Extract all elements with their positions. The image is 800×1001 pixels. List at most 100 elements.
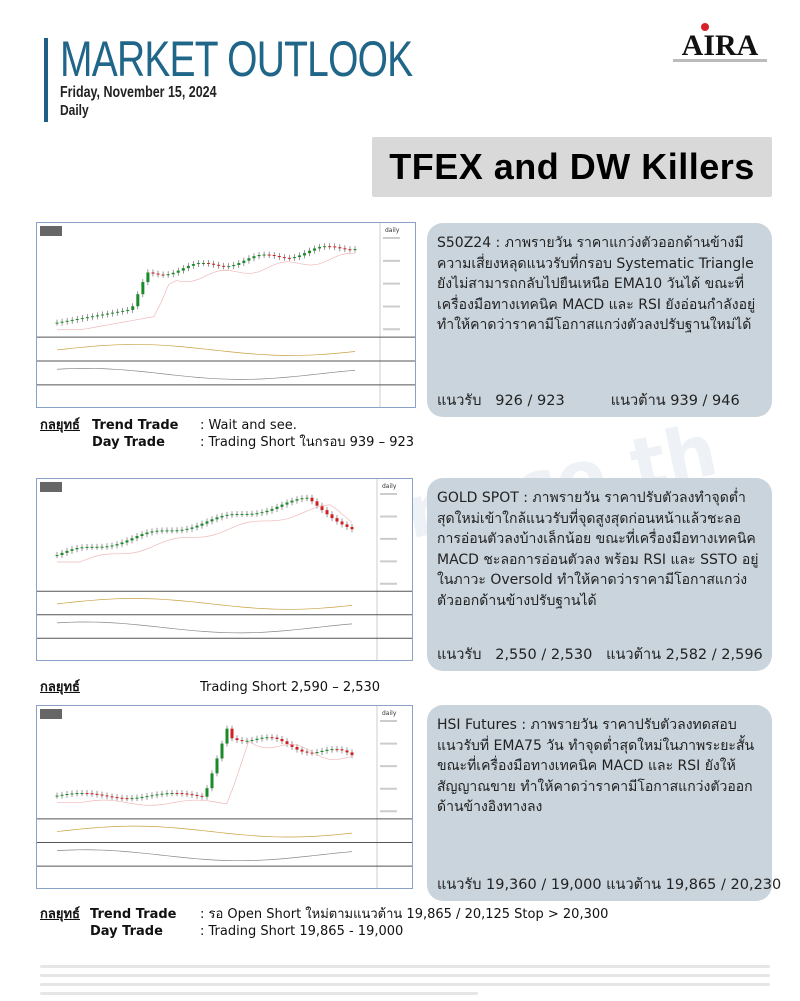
candle [170, 530, 174, 532]
candle [225, 728, 229, 744]
candle [200, 795, 204, 797]
candle [150, 795, 154, 797]
strategy-label: กลยุทธ์ [40, 418, 80, 433]
candle [235, 513, 239, 515]
candle [115, 544, 119, 546]
support-resistance: แนวรับ 19,360 / 19,000 แนวต้าน 19,865 / … [437, 876, 782, 893]
candle [235, 738, 239, 741]
candle [300, 498, 304, 500]
candle [210, 773, 214, 789]
candle [190, 527, 194, 529]
candle [126, 309, 130, 311]
candle [217, 264, 221, 266]
candle [106, 313, 110, 315]
candle [70, 319, 74, 321]
candle [305, 497, 309, 499]
macd-line [56, 344, 356, 356]
candle [333, 246, 337, 248]
candle [60, 794, 64, 796]
trend-trade-value: : Wait and see. [200, 418, 297, 433]
candle [100, 546, 104, 548]
candle [100, 314, 104, 316]
candle [185, 793, 189, 795]
candle [165, 530, 169, 532]
section-banner: TFEX and DW Killers [372, 137, 772, 197]
candle [205, 521, 209, 524]
analysis-text: GOLD SPOT : ภาพรายวัน ราคาปรับตัวลงทำจุด… [437, 490, 759, 609]
candle [242, 260, 246, 264]
candle [275, 737, 279, 739]
ema-line [57, 740, 353, 806]
chart-source-badge [40, 482, 62, 492]
candle [320, 505, 324, 511]
candle [55, 795, 59, 797]
macd-line [56, 598, 353, 610]
candle [75, 319, 79, 321]
candle [70, 549, 74, 551]
candle [330, 749, 334, 751]
candle [215, 758, 219, 774]
candle [305, 751, 309, 753]
trend-trade-value: : รอ Open Short ใหม่ตามแนวต้าน 19,865 / … [200, 907, 609, 922]
candle [195, 794, 199, 796]
strategy-s50: กลยุทธ์ Trend Trade : Wait and see. Day … [40, 417, 440, 451]
candle [310, 497, 314, 502]
candle [285, 741, 289, 744]
candle [290, 743, 294, 747]
candle [240, 513, 244, 515]
gold-spot-chart: daily [36, 478, 413, 661]
analysis-text: HSI Futures : ภาพรายวัน ราคาปรับตัวลงทดส… [437, 717, 755, 815]
candle [55, 555, 59, 557]
candle [328, 246, 332, 248]
candle [240, 740, 244, 742]
candle [55, 322, 59, 324]
hsi-futures-chart: daily [36, 705, 413, 889]
candle [330, 514, 334, 519]
strategy-label: กลยุทธ์ [40, 680, 80, 695]
candle [245, 740, 249, 742]
candle [345, 750, 349, 753]
analysis-box-s50: S50Z24 : ภาพรายวัน ราคาแกว่งตัวออกด้านข้… [427, 223, 772, 417]
candle [100, 794, 104, 796]
candle [155, 530, 159, 532]
candle [207, 263, 211, 265]
candle [325, 510, 329, 515]
candle [156, 273, 160, 275]
candle [220, 515, 224, 518]
candle [285, 502, 289, 505]
candle [320, 750, 324, 752]
candle [345, 524, 349, 527]
candle [131, 306, 135, 310]
candle [323, 246, 327, 248]
candle [95, 546, 99, 548]
candle [185, 528, 189, 530]
banner-title: TFEX and DW Killers [389, 146, 755, 187]
candle [282, 257, 286, 259]
candle [201, 263, 205, 265]
candle [190, 794, 194, 796]
macd-line [56, 825, 353, 838]
candle [215, 517, 219, 520]
ema-line [57, 504, 353, 563]
candle [90, 793, 94, 795]
candle [325, 749, 329, 751]
analysis-box-gold: GOLD SPOT : ภาพรายวัน ราคาปรับตัวลงทำจุด… [427, 478, 772, 671]
candle [230, 728, 234, 739]
candle [335, 749, 339, 751]
day-trade-value: : Trading Short 19,865 - 19,000 [200, 924, 404, 939]
candle [191, 264, 195, 266]
candle [65, 794, 69, 796]
timeframe-label: daily [382, 710, 397, 717]
candle [181, 268, 185, 271]
candle [265, 510, 269, 513]
rsi-line [56, 849, 353, 862]
candle [95, 793, 99, 795]
candle [200, 523, 204, 526]
candle [255, 513, 259, 515]
candle [210, 519, 214, 522]
candle [120, 542, 124, 545]
candle [160, 530, 164, 532]
candle [295, 499, 299, 501]
candle [195, 525, 199, 528]
candle [297, 255, 301, 258]
